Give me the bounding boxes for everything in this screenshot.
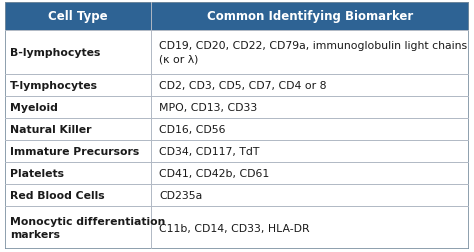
Bar (5, 75, 151, 97)
Text: Natural Killer: Natural Killer (10, 124, 92, 134)
Text: C11b, CD14, CD33, HLA-DR: C11b, CD14, CD33, HLA-DR (159, 223, 310, 233)
Text: Myeloid: Myeloid (10, 103, 58, 112)
Text: Platelets: Platelets (10, 168, 64, 178)
Bar (151, 206, 469, 249)
Text: MPO, CD13, CD33: MPO, CD13, CD33 (159, 103, 258, 112)
Text: T-lymphocytes: T-lymphocytes (10, 81, 98, 90)
Bar (151, 184, 469, 206)
Bar (5, 162, 151, 184)
Text: Common Identifying Biomarker: Common Identifying Biomarker (207, 10, 413, 23)
Text: Immature Precursors: Immature Precursors (10, 146, 139, 156)
Bar (5, 31, 151, 75)
Bar (151, 97, 469, 118)
Bar (151, 118, 469, 140)
Text: CD41, CD42b, CD61: CD41, CD42b, CD61 (159, 168, 270, 178)
Text: Red Blood Cells: Red Blood Cells (10, 190, 105, 200)
Text: CD19, CD20, CD22, CD79a, immunoglobulin light chains
(κ or λ): CD19, CD20, CD22, CD79a, immunoglobulin … (159, 41, 467, 64)
Text: CD34, CD117, TdT: CD34, CD117, TdT (159, 146, 260, 156)
Bar (5, 140, 151, 162)
Text: Cell Type: Cell Type (48, 10, 108, 23)
Bar (5, 3, 469, 31)
Text: CD2, CD3, CD5, CD7, CD4 or 8: CD2, CD3, CD5, CD7, CD4 or 8 (159, 81, 327, 90)
Bar (151, 31, 469, 75)
Text: B-lymphocytes: B-lymphocytes (10, 48, 100, 58)
Text: Monocytic differentiation
markers: Monocytic differentiation markers (10, 216, 166, 239)
Bar (5, 184, 151, 206)
Bar (151, 162, 469, 184)
Bar (151, 75, 469, 97)
Bar (151, 140, 469, 162)
Bar (5, 118, 151, 140)
Bar (5, 97, 151, 118)
Text: CD235a: CD235a (159, 190, 203, 200)
Bar (5, 206, 151, 249)
Text: CD16, CD56: CD16, CD56 (159, 124, 226, 134)
